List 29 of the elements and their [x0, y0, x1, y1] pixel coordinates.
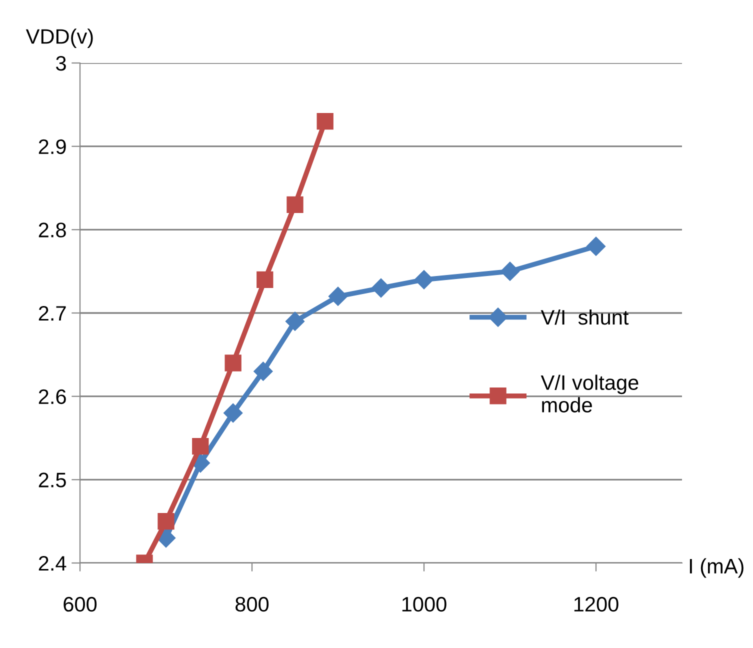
y-tick-label: 2.9 [38, 139, 66, 154]
y-tick-label: 2.4 [38, 556, 66, 571]
point [256, 271, 274, 288]
y-tick-label: 2.7 [38, 306, 66, 321]
x-axis-title: I (mA) [690, 558, 744, 578]
x-tick-label: 600 [64, 596, 97, 612]
x-tick-label: 1000 [402, 596, 446, 612]
point [500, 262, 520, 281]
point [224, 403, 243, 423]
y-tick-label: 2.6 [38, 389, 66, 404]
point [286, 196, 304, 213]
point [328, 286, 348, 306]
y-tick-label: 2.8 [38, 222, 66, 238]
y-tick-label: 3 [56, 56, 66, 71]
point [285, 312, 305, 331]
point [192, 438, 209, 455]
x-tick-label: 800 [236, 596, 269, 612]
point [254, 362, 273, 381]
y-axis-title: VDD(v) [26, 28, 93, 48]
legend-label: V/I shunt [540, 309, 629, 325]
point [414, 270, 434, 290]
point [158, 513, 174, 530]
legend-label: V/I voltage mode [540, 374, 638, 412]
x-tick-label: 1200 [574, 596, 618, 612]
point [371, 278, 391, 298]
y-tick-label: 2.5 [38, 472, 66, 488]
point [316, 113, 334, 130]
point [586, 236, 606, 256]
point [224, 354, 242, 372]
